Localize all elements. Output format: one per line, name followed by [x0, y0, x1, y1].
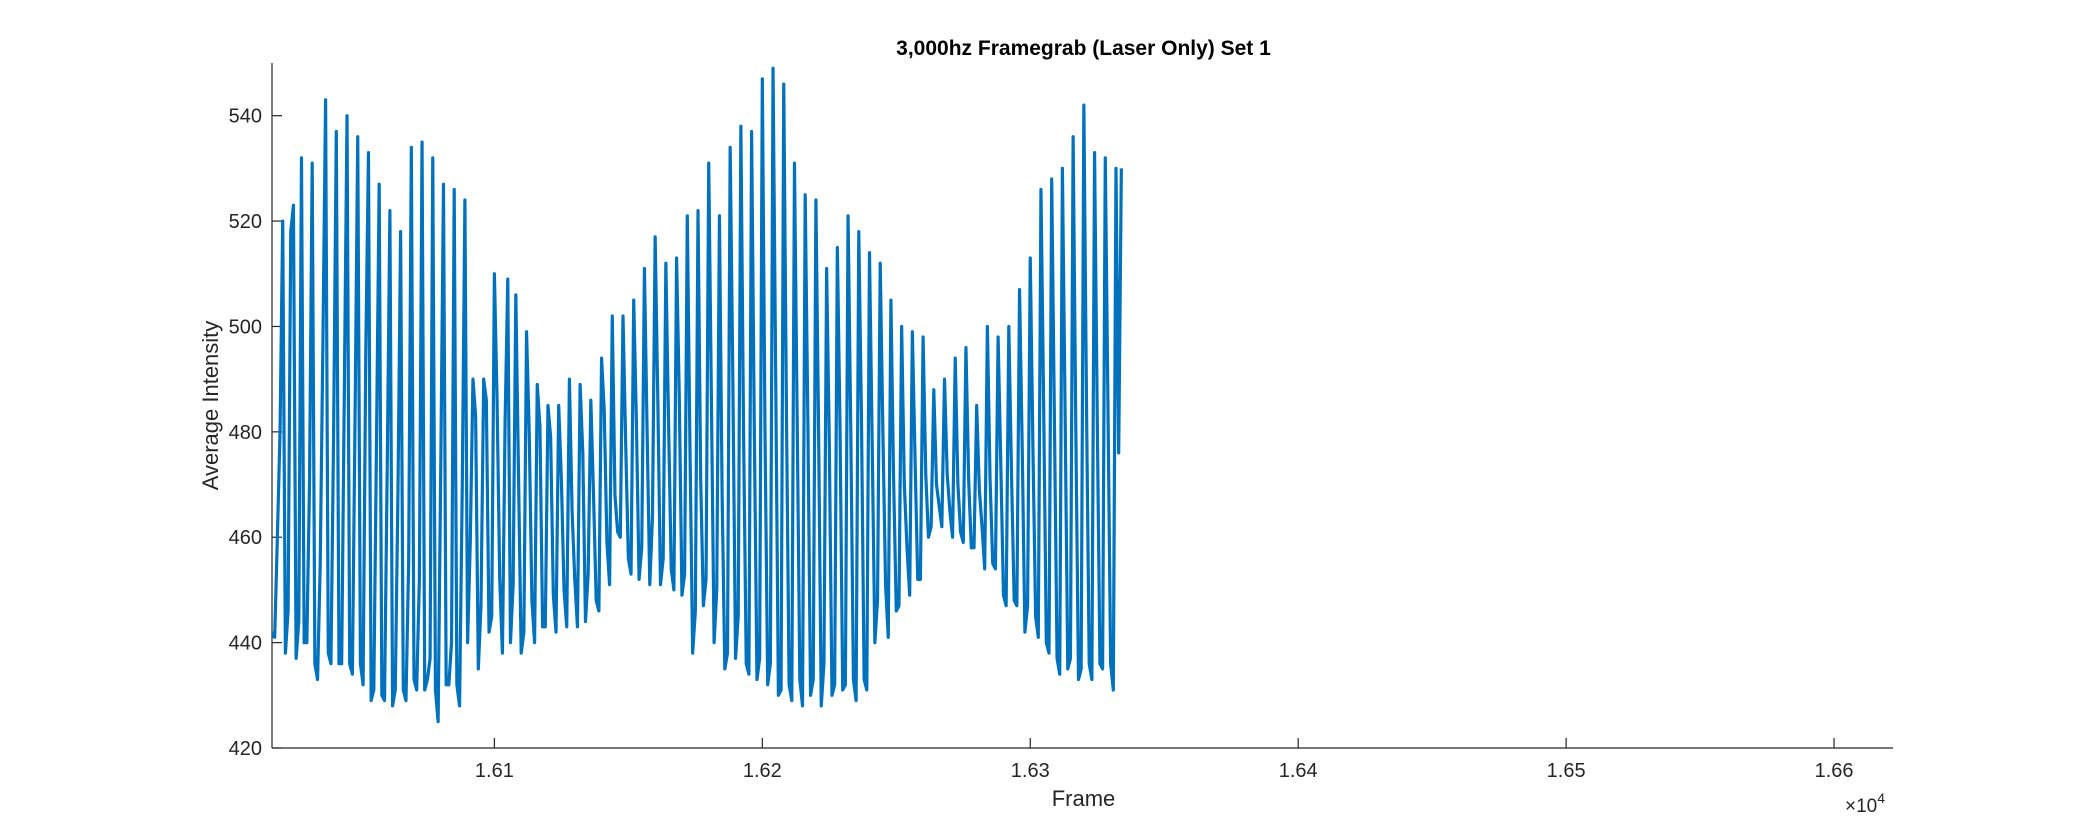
x-axis-exponent: ×104: [1845, 790, 1885, 817]
x-tick-label: 1.65: [1547, 760, 1586, 782]
y-axis-label: Average Intensity: [198, 321, 223, 491]
x-axis-label: Frame: [1052, 786, 1116, 811]
y-tick-label: 520: [229, 211, 262, 233]
x-tick-label: 1.64: [1279, 760, 1318, 782]
y-ticks: 420 440 460 480 500 520 540: [229, 106, 282, 760]
x-ticks: 1.61 1.62 1.63 1.64 1.65 1.66: [475, 738, 1854, 782]
y-tick-label: 420: [229, 738, 262, 760]
x-tick-label: 1.66: [1815, 760, 1854, 782]
x-tick-label: 1.61: [475, 760, 514, 782]
chart-title: 3,000hz Framegrab (Laser Only) Set 1: [896, 37, 1271, 60]
y-tick-label: 460: [229, 527, 262, 549]
x-tick-label: 1.62: [743, 760, 782, 782]
plot-area: [272, 66, 1123, 724]
x-axis-exponent-base: ×10: [1845, 796, 1877, 817]
y-tick-label: 500: [229, 316, 262, 338]
y-tick-label: 540: [229, 106, 262, 128]
y-tick-label: 480: [229, 422, 262, 444]
x-tick-label: 1.63: [1011, 760, 1050, 782]
x-axis-exponent-power: 4: [1877, 790, 1885, 806]
series-line: [272, 66, 1123, 724]
y-tick-label: 440: [229, 633, 262, 655]
